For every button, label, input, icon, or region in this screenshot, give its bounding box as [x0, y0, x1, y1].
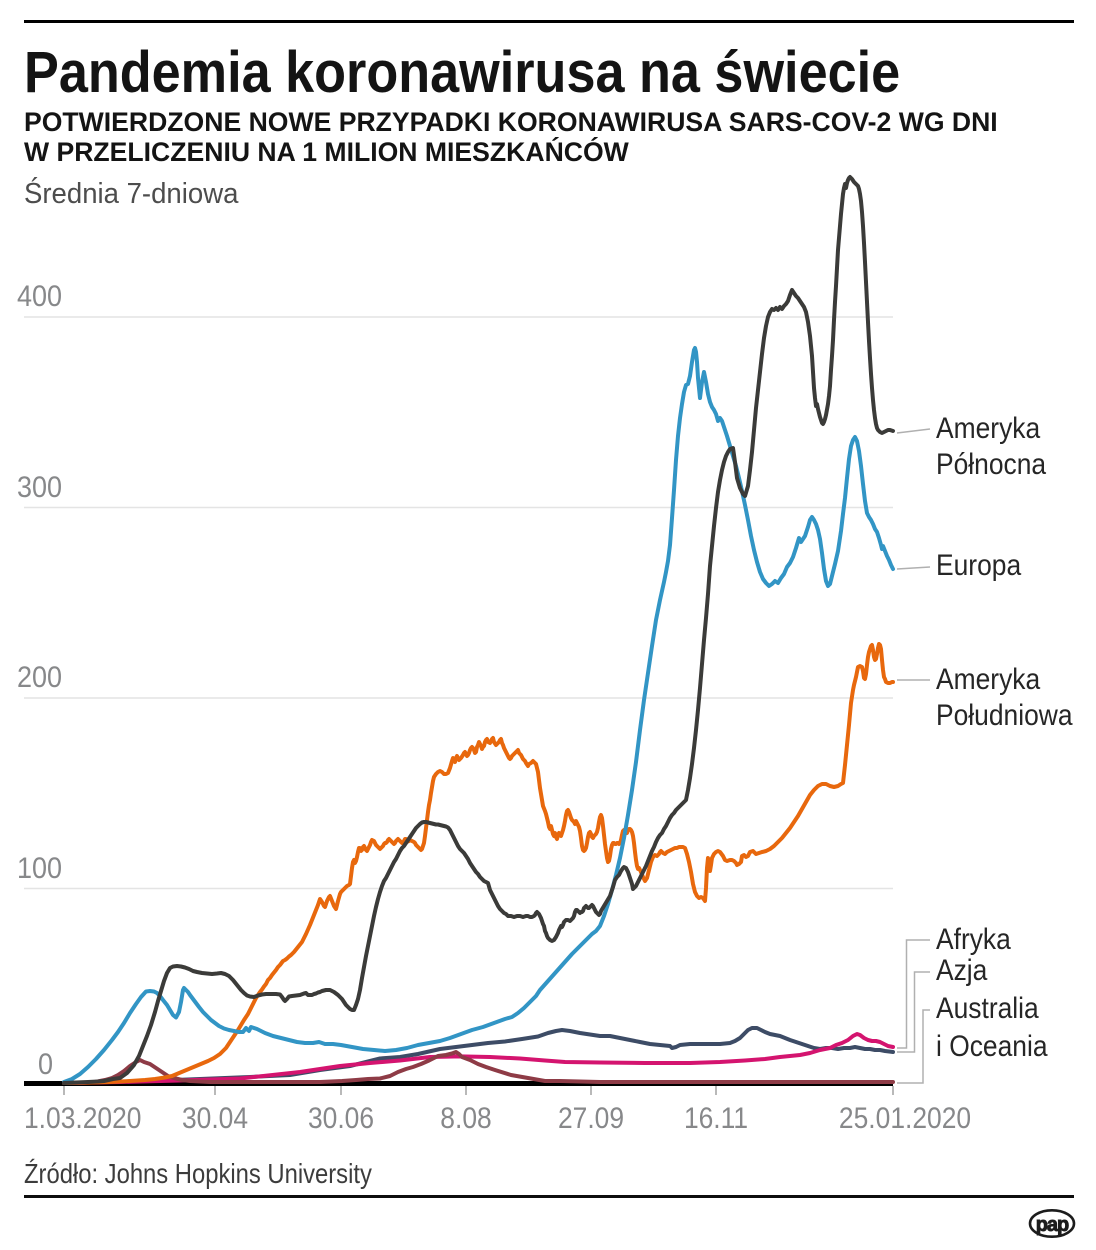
- svg-text:pap: pap: [1036, 1214, 1069, 1236]
